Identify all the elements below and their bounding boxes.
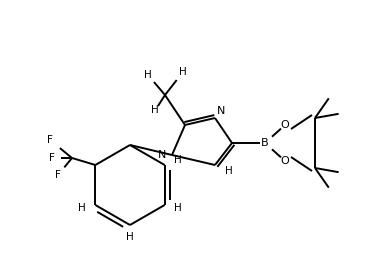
Text: H: H (179, 67, 187, 77)
Text: H: H (144, 70, 152, 80)
Text: H: H (126, 232, 134, 242)
Text: F: F (49, 153, 55, 163)
Text: O: O (280, 120, 290, 130)
Text: O: O (280, 156, 290, 166)
Text: F: F (47, 135, 53, 145)
Text: H: H (225, 166, 233, 176)
Text: F: F (55, 170, 61, 180)
Text: B: B (261, 138, 269, 148)
Text: N: N (217, 106, 226, 116)
Text: H: H (174, 155, 182, 165)
Text: H: H (151, 105, 159, 115)
Text: N: N (158, 150, 166, 160)
Text: H: H (78, 203, 86, 213)
Text: H: H (174, 203, 182, 213)
